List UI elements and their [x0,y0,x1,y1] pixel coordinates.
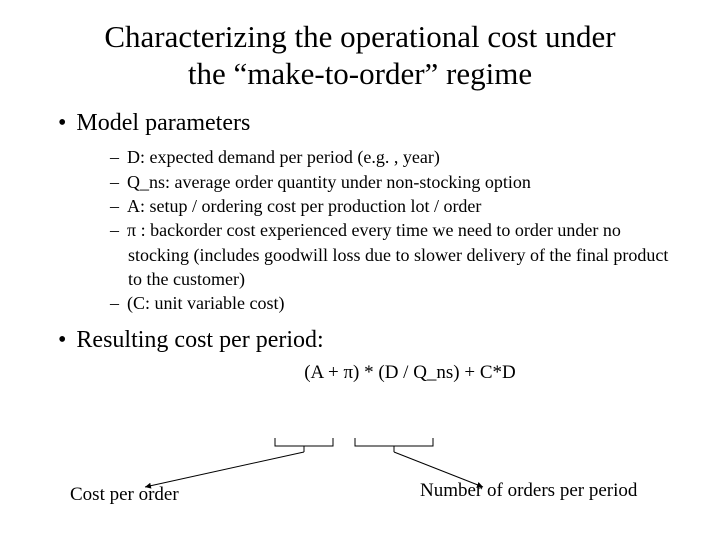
dash-icon: – [110,293,127,313]
param-q: –Q_ns: average order quantity under non-… [110,170,680,194]
param-a: –A: setup / ordering cost per production… [110,194,680,218]
dash-icon: – [110,172,127,192]
cost-formula: (A + π) * (D / Q_ns) + C*D [200,362,620,384]
bullet-dot-icon: • [58,327,76,353]
param-d-text: D: expected demand per period (e.g. , ye… [127,147,440,167]
slide-title: Characterizing the operational cost unde… [40,18,680,92]
param-pi: –π : backorder cost experienced every ti… [110,218,680,291]
dash-icon: – [110,220,127,240]
section-model-parameters: •Model parameters [58,110,680,137]
param-pi-text: π : backorder cost experienced every tim… [127,220,668,289]
title-line-1: Characterizing the operational cost unde… [104,19,615,54]
param-c: –(C: unit variable cost) [110,291,680,315]
param-q-text: Q_ns: average order quantity under non-s… [127,172,531,192]
annotation-cost-per-order: Cost per order [70,484,179,506]
annotation-orders-per-period: Number of orders per period [420,480,637,502]
param-a-text: A: setup / ordering cost per production … [127,196,481,216]
section2-label: Resulting cost per period: [76,327,323,353]
section1-label: Model parameters [76,110,250,136]
param-d: –D: expected demand per period (e.g. , y… [110,145,680,169]
bullet-dot-icon: • [58,110,76,136]
section-resulting-cost: •Resulting cost per period: [58,327,680,354]
dash-icon: – [110,147,127,167]
parameter-list: –D: expected demand per period (e.g. , y… [110,145,680,315]
param-c-text: (C: unit variable cost) [127,293,284,313]
slide: Characterizing the operational cost unde… [0,0,720,540]
title-line-2: the “make-to-order” regime [188,56,532,91]
dash-icon: – [110,196,127,216]
arrow-left-icon [145,438,333,487]
